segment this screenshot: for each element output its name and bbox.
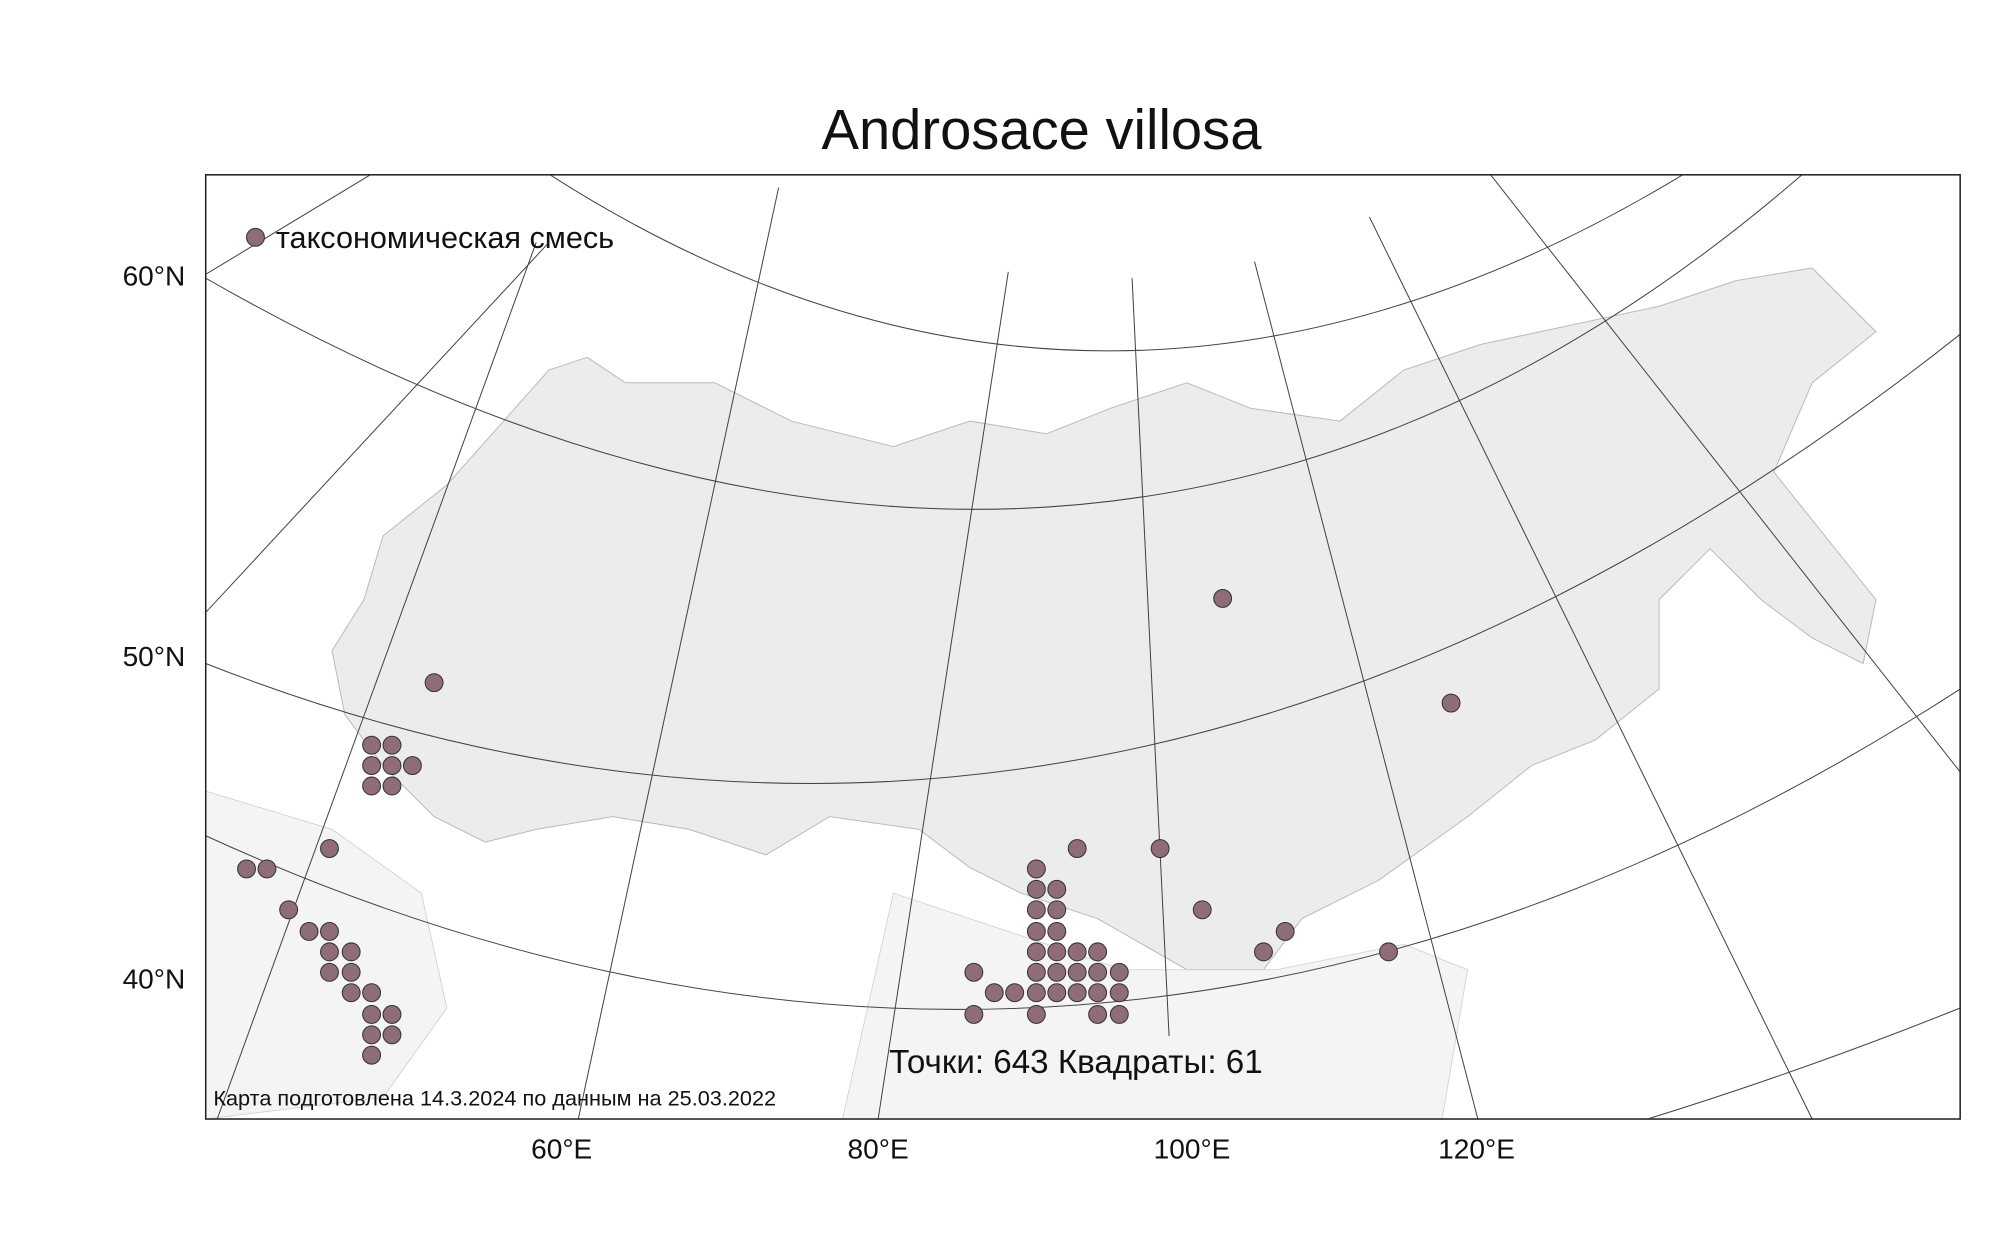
occurrence-dot <box>1026 900 1046 920</box>
occurrence-dot <box>362 1004 382 1024</box>
land <box>331 267 1877 971</box>
occurrence-dot <box>1088 962 1108 982</box>
occurrence-dot <box>1192 900 1212 920</box>
occurrence-dot <box>1088 1004 1108 1024</box>
y-label: 40°N <box>123 964 186 995</box>
occurrence-dot <box>1026 962 1046 982</box>
occurrence-dot <box>279 900 299 920</box>
title: Androsace villosa <box>822 98 1263 161</box>
occurrence-dot <box>341 942 361 962</box>
occurrence-dot <box>1379 942 1398 962</box>
map-body <box>205 174 1961 1120</box>
occurrence-dot <box>237 859 256 879</box>
occurrences <box>237 588 1461 1065</box>
occurrence-dot <box>1088 942 1108 962</box>
occurrence-dot <box>362 983 382 1003</box>
occurrence-dot <box>320 922 339 941</box>
occurrence-dot <box>1067 962 1087 982</box>
occurrence-dot <box>1047 879 1067 899</box>
occurrence-dot <box>1026 922 1046 941</box>
occurrence-dot <box>964 1004 984 1024</box>
occurrence-dot <box>341 983 361 1003</box>
occurrence-dot <box>1026 983 1046 1003</box>
legend-label: таксономическая смесь <box>276 221 614 255</box>
occurrence-dot <box>1150 839 1170 858</box>
occurrence-dot <box>1026 942 1046 962</box>
x-label: 80°E <box>848 1133 909 1164</box>
x-label: 100°E <box>1154 1133 1231 1164</box>
occurrence-dot <box>320 942 339 962</box>
occurrence-dot <box>1213 588 1233 608</box>
occurrence-dot <box>362 1045 382 1065</box>
occurrence-dot <box>402 756 422 776</box>
occurrence-dot <box>1088 983 1108 1003</box>
occurrence-dot <box>1067 942 1087 962</box>
x-label: 60°E <box>531 1133 592 1164</box>
occurrence-dot <box>299 922 319 941</box>
legend-marker <box>246 227 265 247</box>
occurrence-dot <box>382 756 402 776</box>
occurrence-dot <box>964 962 984 982</box>
occurrence-dot <box>362 756 382 776</box>
occurrence-dot <box>1254 942 1273 962</box>
occurrence-dot <box>362 735 382 755</box>
occurrence-dot <box>1109 962 1129 982</box>
occurrence-dot <box>1275 922 1295 941</box>
occurrence-dot <box>1005 983 1025 1003</box>
graticule <box>205 174 1961 1120</box>
occurrence-dot <box>424 673 444 693</box>
occurrence-dot <box>984 983 1004 1003</box>
occurrence-dot <box>362 776 382 796</box>
occurrence-dot <box>1047 900 1067 920</box>
occurrence-dot <box>382 1004 402 1024</box>
occurrence-dot <box>320 962 339 982</box>
occurrence-dot <box>257 859 277 879</box>
occurrence-dot <box>1067 983 1087 1003</box>
y-label: 50°N <box>123 641 186 672</box>
occurrence-dot <box>1026 879 1046 899</box>
stats: Точки: 643 Квадраты: 61 <box>889 1044 1262 1081</box>
footnote: Карта подготовлена 14.3.2024 по данным н… <box>213 1086 776 1111</box>
y-label: 60°N <box>123 261 186 292</box>
occurrence-dot <box>382 735 402 755</box>
occurrence-dot <box>1026 1004 1046 1024</box>
occurrence-dot <box>1026 859 1046 879</box>
occurrence-dot <box>1047 983 1067 1003</box>
occurrence-dot <box>362 1025 382 1045</box>
occurrence-dot <box>382 776 402 796</box>
occurrence-dot <box>1109 983 1129 1003</box>
occurrence-dot <box>1047 922 1067 941</box>
occurrence-dot <box>341 962 361 982</box>
occurrence-dot <box>1047 962 1067 982</box>
occurrence-dot <box>1109 1004 1129 1024</box>
occurrence-dot <box>1047 942 1067 962</box>
occurrence-dot <box>320 839 339 858</box>
occurrence-dot <box>1441 693 1461 713</box>
map-frame <box>204 174 1961 1120</box>
x-label: 120°E <box>1438 1133 1515 1164</box>
occurrence-dot <box>382 1025 402 1045</box>
occurrence-dot <box>1067 839 1087 858</box>
